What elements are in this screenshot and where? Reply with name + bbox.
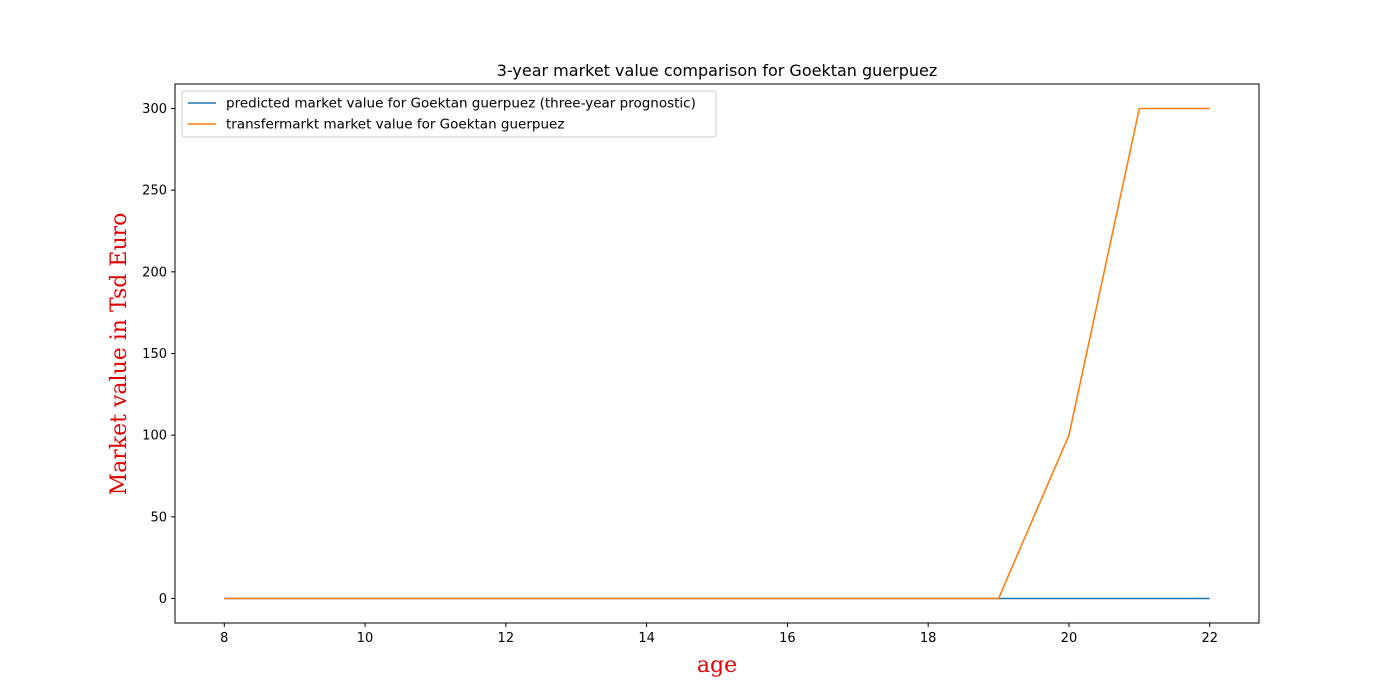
y-tick-label: 100 — [142, 429, 167, 444]
x-tick-label: 20 — [1061, 631, 1078, 646]
y-axis-label: Market value in Tsd Euro — [107, 213, 132, 496]
y-tick-label: 250 — [142, 184, 167, 199]
plot-area: 8 10 12 14 16 18 20 22 0 50 100 150 200 250 300 — [142, 83, 1260, 646]
legend-label-2: transfermarkt market value for Goektan g… — [226, 117, 564, 133]
x-tick-label: 14 — [638, 631, 655, 646]
x-tick-label: 18 — [920, 631, 937, 646]
legend: predicted market value for Goektan guerp… — [181, 90, 717, 138]
y-tick-label: 200 — [142, 265, 167, 280]
y-tick-label: 0 — [159, 592, 167, 607]
legend-label-1: predicted market value for Goektan guerp… — [226, 96, 696, 112]
x-tick-label: 22 — [1201, 631, 1218, 646]
series-line-2 — [224, 107, 1210, 600]
chart-title: 3-year market value comparison for Goekt… — [497, 61, 938, 80]
x-tick-label: 10 — [357, 631, 374, 646]
x-axis-label: age — [697, 653, 737, 678]
x-tick-label: 16 — [779, 631, 796, 646]
y-tick-label: 150 — [142, 347, 167, 362]
y-tick-label: 300 — [142, 102, 167, 117]
series-layer — [224, 107, 1210, 600]
x-axis: 8 10 12 14 16 18 20 22 — [220, 623, 1218, 646]
y-axis: 0 50 100 150 200 250 300 — [142, 102, 175, 607]
legend-box — [181, 90, 717, 138]
x-tick-label: 12 — [498, 631, 515, 646]
y-tick-label: 50 — [150, 510, 167, 525]
x-tick-label: 8 — [220, 631, 228, 646]
